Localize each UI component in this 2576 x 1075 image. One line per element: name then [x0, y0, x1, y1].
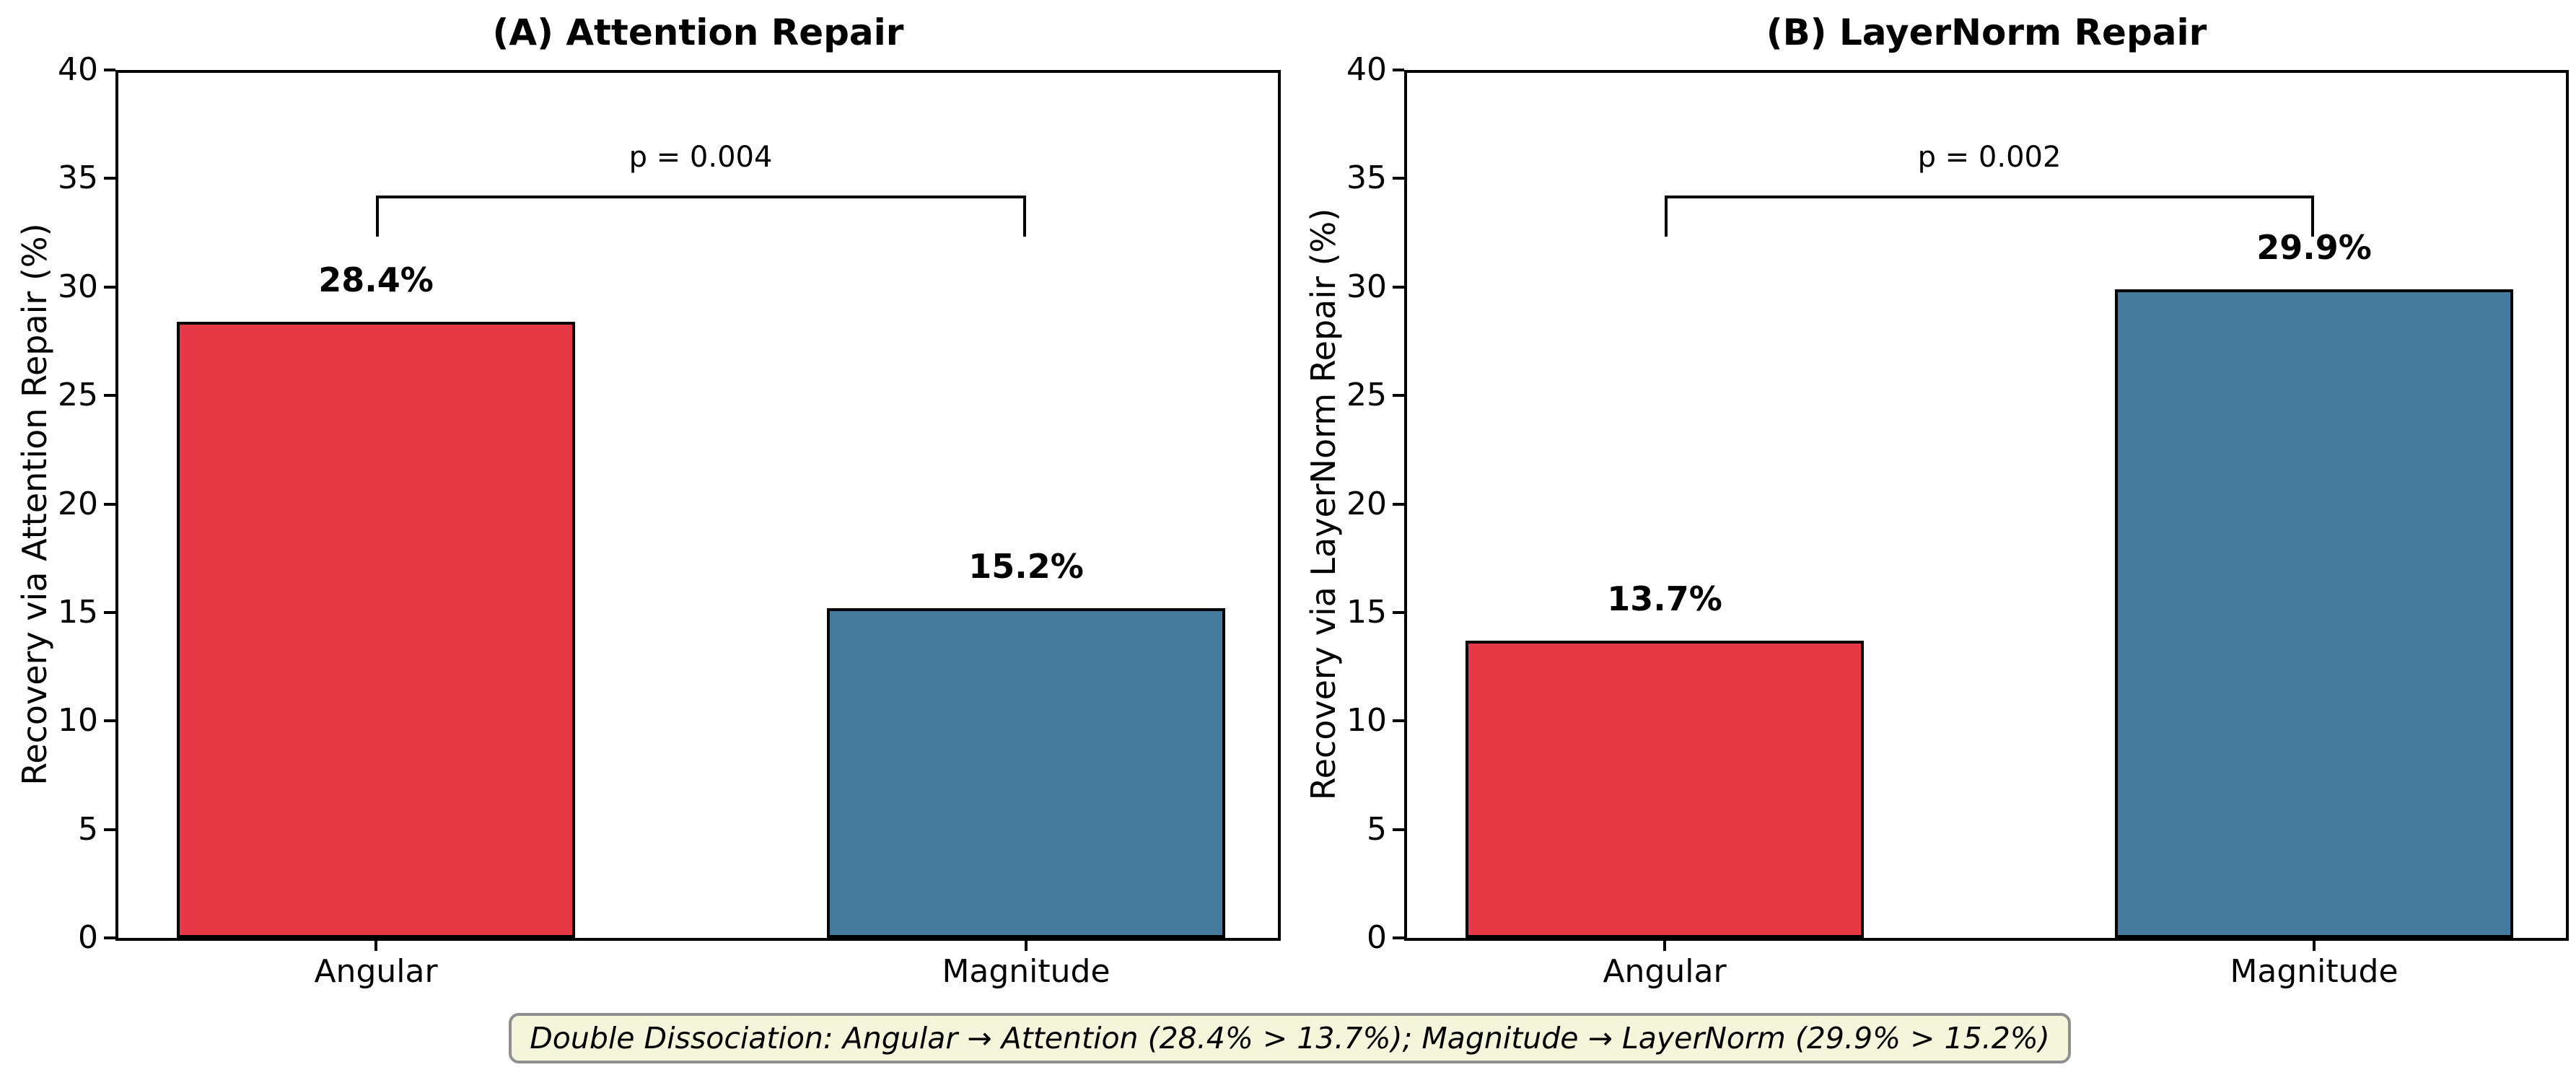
panel-a-y-tick-label-0: 0: [78, 919, 98, 956]
panel-a-y-tick-mark-15: [104, 611, 115, 614]
panel-b-y-tick-label-5: 5: [1367, 811, 1387, 848]
panel-b-y-tick-mark-20: [1393, 503, 1404, 506]
panel-b-y-tick-label-35: 35: [1346, 159, 1387, 196]
panel-a-category-label-magnitude: Magnitude: [942, 953, 1110, 990]
panel-b-y-tick-mark-10: [1393, 719, 1404, 722]
panel-a-y-tick-mark-35: [104, 177, 115, 180]
panel-b-y-tick-mark-15: [1393, 611, 1404, 614]
panel-b-significance-bracket-right-tick: [2311, 196, 2314, 237]
panel-b-title: (B) LayerNorm Repair: [1766, 12, 2207, 53]
panel-a-y-tick-mark-5: [104, 828, 115, 831]
panel-a-y-tick-mark-25: [104, 394, 115, 397]
panel-a-p-value-label: p = 0.004: [628, 141, 773, 174]
panel-a-y-tick-mark-40: [104, 69, 115, 71]
panel-b-category-label-magnitude: Magnitude: [2230, 953, 2398, 990]
panel-b-y-tick-label-25: 25: [1346, 377, 1387, 413]
panel-a-title: (A) Attention Repair: [492, 12, 904, 53]
panel-b-value-label-magnitude: 29.9%: [2256, 228, 2372, 267]
double-dissociation-annotation: Double Dissociation: Angular → Attention…: [509, 1013, 2071, 1063]
panel-b-x-tick-magnitude: [2313, 939, 2316, 951]
panel-a-value-label-magnitude: 15.2%: [968, 547, 1084, 586]
panel-b-p-value-label: p = 0.002: [1917, 141, 2062, 174]
panel-b-y-tick-mark-5: [1393, 828, 1404, 831]
panel-b-y-tick-mark-30: [1393, 286, 1404, 289]
panel-a-x-tick-angular: [374, 939, 377, 951]
panel-a-y-tick-mark-30: [104, 286, 115, 289]
panel-a-x-tick-magnitude: [1025, 939, 1028, 951]
panel-b-y-tick-label-0: 0: [1367, 919, 1387, 956]
panel-a-y-tick-mark-0: [104, 936, 115, 939]
panel-a-y-tick-label-15: 15: [58, 594, 98, 631]
panel-a-category-label-angular: Angular: [314, 953, 438, 990]
panel-a-y-tick-mark-10: [104, 719, 115, 722]
panel-b-y-tick-label-40: 40: [1346, 51, 1387, 88]
panel-b-bar-angular: [1466, 641, 1864, 938]
panel-a-y-tick-label-25: 25: [58, 377, 98, 413]
panel-a-y-tick-label-35: 35: [58, 159, 98, 196]
panel-a-y-tick-label-10: 10: [58, 702, 98, 739]
panel-b-significance-bracket-left-tick: [1665, 196, 1668, 237]
panel-b-y-tick-mark-40: [1393, 69, 1404, 71]
panel-b-y-tick-mark-0: [1393, 936, 1404, 939]
panel-b-bar-magnitude: [2115, 289, 2513, 938]
panel-b-significance-bracket: [1665, 196, 2314, 198]
panel-a-significance-bracket-left-tick: [376, 196, 379, 237]
panel-b-y-tick-mark-35: [1393, 177, 1404, 180]
panel-a-bar-magnitude: [827, 608, 1225, 938]
panel-b-category-label-angular: Angular: [1603, 953, 1727, 990]
panel-b-value-label-angular: 13.7%: [1607, 579, 1722, 618]
panel-a-value-label-angular: 28.4%: [318, 260, 434, 299]
panel-a-y-tick-label-30: 30: [58, 268, 98, 305]
panel-a-significance-bracket: [376, 196, 1025, 198]
panel-a-significance-bracket-right-tick: [1023, 196, 1026, 237]
panel-b-y-tick-mark-25: [1393, 394, 1404, 397]
panel-b-y-tick-label-15: 15: [1346, 594, 1387, 631]
panel-b-y-tick-label-10: 10: [1346, 702, 1387, 739]
panel-a-y-tick-label-40: 40: [58, 51, 98, 88]
panel-b-x-tick-angular: [1663, 939, 1666, 951]
panel-b-y-tick-label-20: 20: [1346, 486, 1387, 522]
panel-a-y-tick-label-5: 5: [78, 811, 98, 848]
panel-a-bar-angular: [177, 322, 575, 938]
panel-a-y-tick-mark-20: [104, 503, 115, 506]
panel-a-y-tick-label-20: 20: [58, 486, 98, 522]
panel-b-y-tick-label-30: 30: [1346, 268, 1387, 305]
